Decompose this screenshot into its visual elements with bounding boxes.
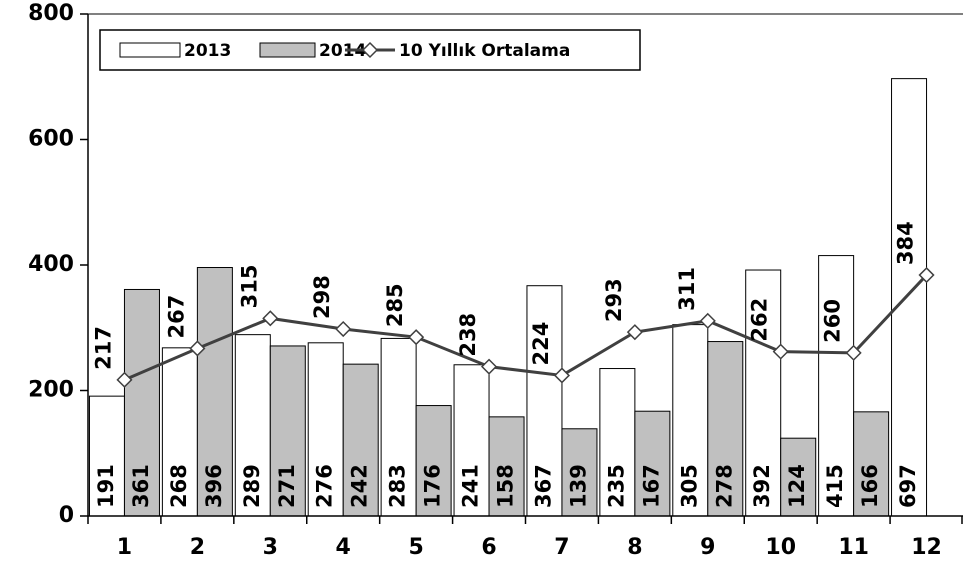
line-marker	[918, 266, 935, 284]
x-tick-label: 11	[838, 535, 869, 560]
line-marker	[772, 343, 789, 360]
bar-value-label: 124	[785, 464, 809, 508]
bar	[161, 347, 198, 517]
bar-value-label: 278	[712, 464, 736, 508]
y-tick-label: 400	[28, 252, 74, 277]
line-marker	[408, 329, 425, 346]
x-tick-label: 8	[627, 535, 642, 560]
bar-value-label: 166	[858, 464, 882, 508]
line-marker	[116, 371, 133, 388]
bar	[745, 269, 782, 517]
line-marker	[553, 367, 571, 384]
line-value-label: 315	[237, 264, 261, 308]
line-value-label: 224	[529, 322, 553, 366]
bar	[672, 324, 709, 517]
bar	[88, 395, 125, 517]
line-marker	[699, 312, 716, 329]
bar	[818, 255, 855, 517]
bar	[415, 405, 452, 517]
bar-value-label: 697	[896, 464, 920, 508]
bar	[488, 416, 525, 517]
bar-value-label: 158	[494, 464, 518, 508]
line-marker	[189, 340, 206, 357]
bar-value-label: 415	[823, 464, 847, 508]
bar-value-label: 235	[604, 464, 628, 508]
bar	[123, 288, 160, 517]
y-tick-label: 200	[28, 378, 74, 403]
line-marker	[335, 320, 352, 338]
legend-label: 2013	[184, 41, 231, 61]
bar-value-label: 367	[531, 464, 555, 508]
bar	[196, 267, 233, 517]
bar-value-label: 176	[421, 464, 445, 508]
bar-value-label: 392	[750, 464, 774, 508]
y-tick-label: 800	[28, 1, 74, 26]
bar-value-label: 396	[202, 464, 226, 508]
x-tick-label: 6	[481, 535, 496, 560]
bar-value-label: 139	[566, 464, 590, 508]
y-tick-label: 0	[59, 503, 74, 528]
bar	[307, 342, 344, 517]
line-value-label: 384	[894, 221, 918, 265]
x-tick-label: 2	[190, 535, 205, 560]
bar	[891, 78, 928, 517]
line-marker	[626, 324, 643, 341]
bar-value-label: 289	[240, 464, 264, 508]
legend-label: 10 Yıllık Ortalama	[399, 41, 570, 61]
bar-value-label: 242	[348, 464, 372, 508]
x-tick-label: 1	[117, 535, 132, 560]
legend-marker	[361, 41, 379, 59]
line-value-label: 298	[310, 275, 334, 319]
bar-value-label: 276	[313, 464, 337, 508]
line-marker	[262, 310, 279, 327]
line-value-label: 260	[821, 299, 845, 343]
legend-swatch	[119, 42, 181, 58]
bar-value-label: 167	[639, 464, 663, 508]
bar	[234, 334, 271, 517]
line-value-label: 285	[383, 283, 407, 327]
x-tick-label: 7	[554, 535, 569, 560]
x-tick-label: 10	[765, 535, 796, 560]
bar	[634, 410, 671, 517]
x-tick-label: 4	[336, 535, 351, 560]
line-value-label: 293	[602, 278, 626, 322]
line-value-label: 311	[675, 267, 699, 311]
line-value-label: 238	[456, 313, 480, 357]
bar-value-label: 361	[129, 464, 153, 508]
bar-value-label: 271	[275, 464, 299, 508]
line-value-label: 217	[91, 326, 115, 370]
bar-value-label: 305	[677, 464, 701, 508]
bar-value-label: 268	[167, 464, 191, 508]
bar	[269, 345, 306, 517]
legend-label: 2014	[319, 41, 366, 61]
x-tick-label: 5	[408, 535, 423, 560]
bar-value-label: 241	[459, 464, 483, 508]
bar	[780, 437, 817, 517]
legend: 2013 2014 10 Yıllık Ortalama	[99, 29, 641, 71]
x-tick-label: 9	[700, 535, 715, 560]
bar-value-label: 283	[386, 464, 410, 508]
legend-swatch	[259, 42, 316, 58]
y-tick-label: 600	[28, 127, 74, 152]
x-tick-label: 3	[263, 535, 278, 560]
line-value-label: 267	[164, 295, 188, 339]
bar-value-label: 191	[94, 464, 118, 508]
line-marker	[480, 358, 498, 375]
bar	[342, 363, 379, 517]
line	[123, 274, 928, 382]
x-tick-label: 12	[911, 535, 942, 560]
line-value-label: 262	[748, 298, 772, 342]
line-marker	[845, 344, 862, 361]
